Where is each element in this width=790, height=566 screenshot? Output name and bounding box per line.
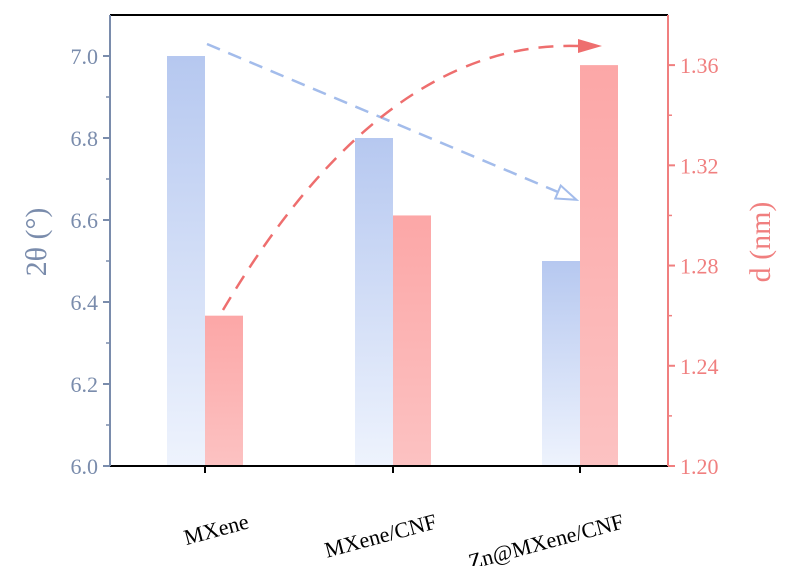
bar-d-spacing bbox=[580, 65, 618, 466]
trend-arrowhead-2theta bbox=[553, 183, 580, 201]
x-tick-label: Zn@MXene/CNF bbox=[466, 509, 627, 566]
right-y-tick-label: 1.24 bbox=[680, 354, 719, 379]
left-y-tick-label: 6.8 bbox=[71, 126, 99, 151]
trend-arrowhead-d-spacing bbox=[578, 39, 602, 53]
left-axis-title: 2θ (°) bbox=[20, 208, 53, 277]
right-y-tick-label: 1.20 bbox=[680, 454, 719, 479]
bars-layer bbox=[167, 56, 618, 466]
left-y-tick-label: 6.2 bbox=[71, 372, 99, 397]
bar-d-spacing bbox=[393, 215, 431, 466]
right-y-tick-label: 1.36 bbox=[680, 53, 719, 78]
bar-d-spacing bbox=[205, 315, 243, 466]
trend-arrow-2theta bbox=[206, 42, 559, 194]
left-y-tick-label: 6.6 bbox=[71, 208, 99, 233]
bar-2theta bbox=[355, 138, 393, 466]
right-y-tick-label: 1.32 bbox=[680, 153, 719, 178]
x-tick-label: MXene bbox=[181, 509, 251, 550]
right-y-tick-label: 1.28 bbox=[680, 254, 719, 279]
left-y-tick-label: 6.0 bbox=[71, 454, 99, 479]
trend-arrow-d-spacing bbox=[221, 44, 579, 311]
right-axis-title: d (nm) bbox=[744, 202, 777, 283]
left-y-tick-label: 6.4 bbox=[71, 290, 99, 315]
x-tick-label: MXene/CNF bbox=[322, 509, 439, 563]
bar-2theta bbox=[167, 56, 205, 466]
trend-arrows-layer bbox=[206, 39, 602, 311]
left-y-tick-label: 7.0 bbox=[71, 44, 99, 69]
bar-2theta bbox=[542, 261, 580, 466]
